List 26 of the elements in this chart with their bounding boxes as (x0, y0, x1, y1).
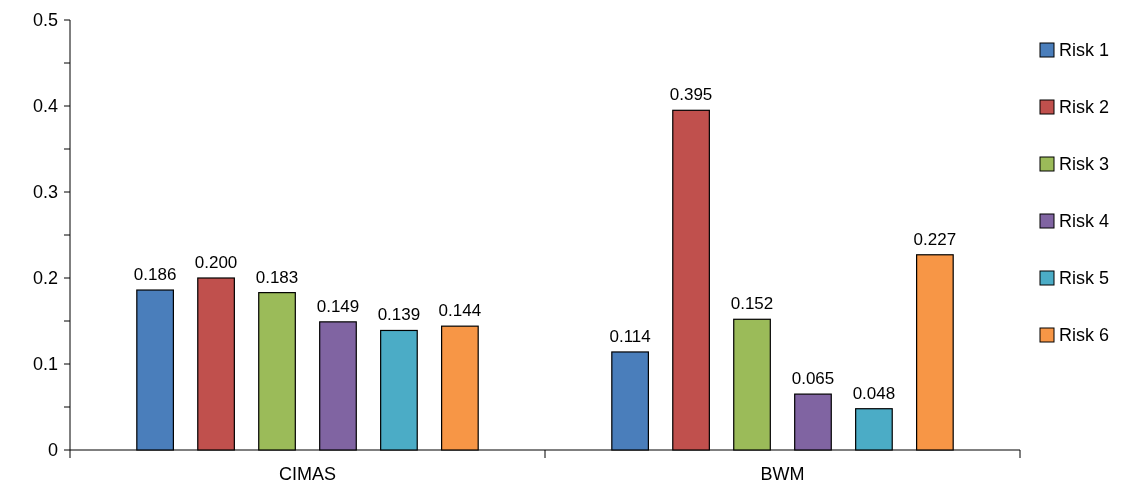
y-tick-label: 0.5 (32, 10, 58, 31)
data-label: 0.200 (194, 253, 238, 272)
legend-label: Risk 1 (1059, 40, 1110, 61)
y-tick-label: 0 (47, 440, 58, 461)
data-label: 0.227 (913, 229, 957, 249)
data-label: 0.152 (730, 294, 774, 314)
y-tick-label: 0.4 (32, 96, 58, 117)
data-label: 0.183 (255, 267, 299, 287)
y-tick-label: 0.2 (32, 268, 58, 289)
data-label: 0.395 (669, 85, 713, 105)
legend-label: Risk 3 (1059, 154, 1110, 175)
x-tick-label: CIMAS (278, 464, 337, 484)
data-label: 0.149 (316, 296, 360, 316)
y-tick-label: 0.1 (32, 354, 58, 375)
data-label: 0.139 (377, 305, 421, 325)
legend-label: Risk 4 (1059, 211, 1110, 232)
y-tick-label: 0.3 (32, 182, 58, 203)
data-label: 0.048 (852, 383, 896, 403)
data-label: 0.186 (133, 265, 177, 285)
data-label: 0.144 (438, 301, 482, 321)
legend-label: Risk 2 (1059, 97, 1110, 118)
x-tick-label: BWM (760, 464, 805, 484)
legend-label: Risk 5 (1059, 268, 1110, 289)
data-label: 0.114 (609, 326, 651, 346)
legend-label: Risk 6 (1059, 325, 1110, 346)
data-label: 0.065 (791, 369, 835, 389)
